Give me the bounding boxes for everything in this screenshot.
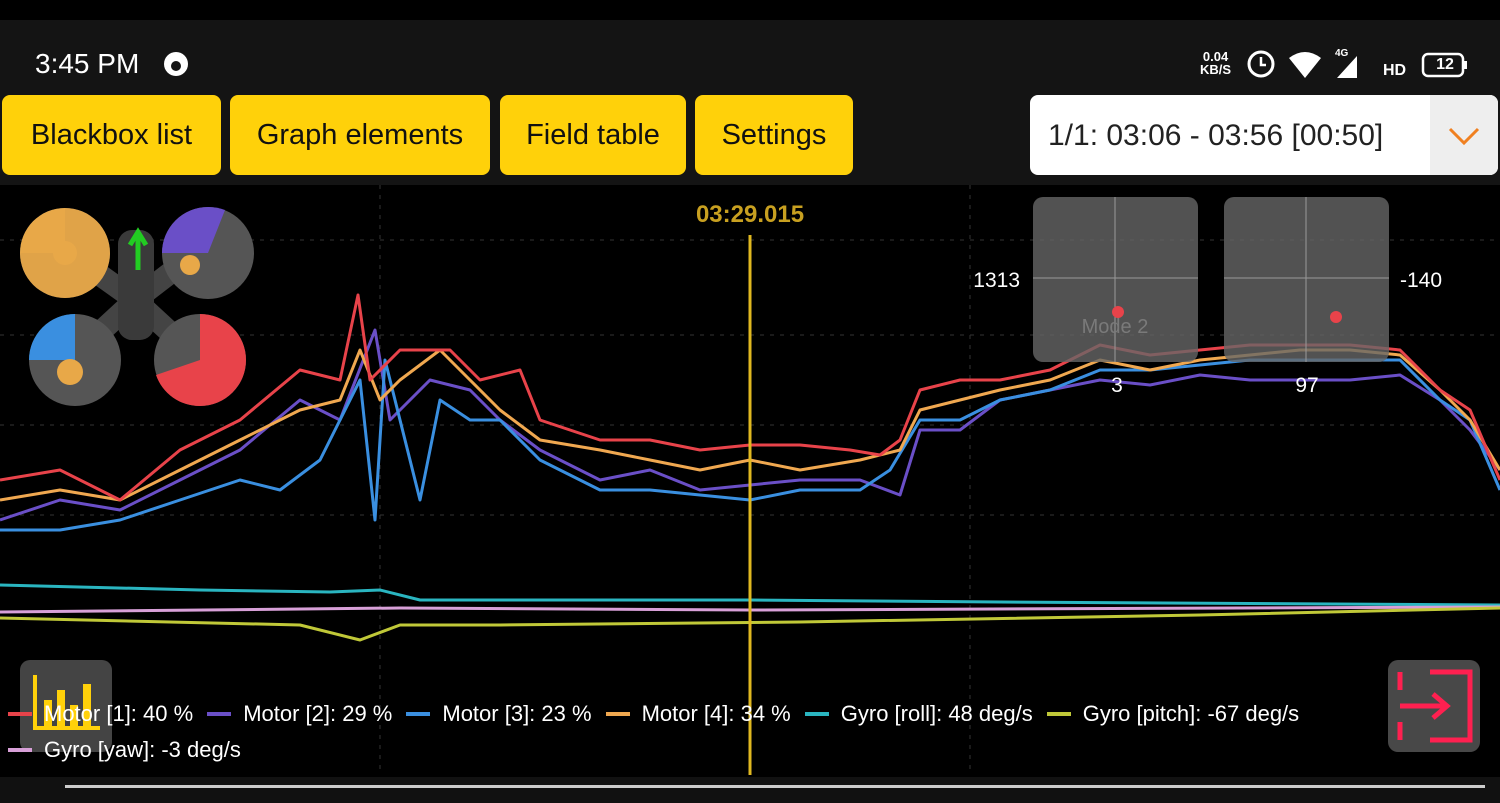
legend-item: Motor [4]: 34 % xyxy=(605,700,791,728)
legend: Motor [1]: 40 % Motor [2]: 29 % Motor [3]:… xyxy=(8,700,1368,764)
legend-label: Motor [1]: 40 % xyxy=(44,701,194,726)
stick-top-label: 1313 xyxy=(973,269,1020,292)
legend-swatch xyxy=(8,712,32,716)
trace-gyro-yaw xyxy=(0,605,1500,614)
legend-item: Gyro [roll]: 48 deg/s xyxy=(804,700,1033,728)
legend-item: Gyro [pitch]: -67 deg/s xyxy=(1046,700,1300,728)
status-icon xyxy=(164,52,188,76)
legend-label: Gyro [pitch]: -67 deg/s xyxy=(1082,701,1300,726)
dropdown-arrow[interactable] xyxy=(1430,95,1498,175)
stick-bottom-label: 97 xyxy=(1295,374,1318,397)
battery: 12 xyxy=(1436,56,1454,73)
range-dropdown[interactable]: 1/1: 03:06 - 03:56 [00:50] xyxy=(1030,95,1498,175)
video-progress xyxy=(65,785,1485,788)
legend-item: Motor [1]: 40 % xyxy=(8,700,193,728)
stick-top-label: -140 xyxy=(1400,269,1442,292)
graph: 03:29.015 Mode 2 1313 3 -140 97 xyxy=(0,185,1500,775)
legend-label: Gyro [roll]: 48 deg/s xyxy=(840,701,1033,726)
legend-item: Motor [2]: 29 % xyxy=(207,700,392,728)
exit-button[interactable] xyxy=(1388,660,1480,752)
status-bar: 3:45 PM 0.04 KB/S 4G HD 12 xyxy=(0,20,1500,90)
field-table-button[interactable]: Field table xyxy=(500,95,686,175)
speed-value: 0.04 xyxy=(1202,49,1229,64)
stick-bottom-label: 3 xyxy=(1111,374,1123,397)
toolbar: Blackbox list Graph elements Field table… xyxy=(0,90,1500,185)
graph-elements-button[interactable]: Graph elements xyxy=(230,95,490,175)
hd-indicator: HD xyxy=(1383,62,1407,79)
video-bar xyxy=(0,777,1500,803)
chart-toggle-button[interactable] xyxy=(20,660,112,752)
trace-gyro-roll xyxy=(0,583,1500,607)
legend-swatch xyxy=(804,712,829,716)
legend-swatch xyxy=(406,712,431,716)
cursor-time: 03:29.015 xyxy=(696,201,804,228)
legend-label: Gyro [yaw]: -3 deg/s xyxy=(44,737,241,762)
trace-motor-2 xyxy=(0,328,1500,522)
stick-panels xyxy=(1033,197,1389,362)
speed-unit: KB/S xyxy=(1200,62,1232,77)
status-icons xyxy=(1247,50,1467,78)
legend-label: Motor [4]: 34 % xyxy=(641,701,791,726)
legend-swatch xyxy=(8,748,32,752)
blackbox-list-button[interactable]: Blackbox list xyxy=(2,95,221,175)
legend-swatch xyxy=(207,712,232,716)
legend-label: Motor [2]: 29 % xyxy=(243,701,393,726)
trace-gyro-pitch xyxy=(0,606,1500,642)
range-text: 1/1: 03:06 - 03:56 [00:50] xyxy=(1048,119,1384,152)
legend-label: Motor [3]: 23 % xyxy=(442,701,592,726)
legend-swatch xyxy=(1046,712,1071,716)
net-speed: 0.04 KB/S xyxy=(1200,50,1231,76)
legend-item: Gyro [yaw]: -3 deg/s xyxy=(8,736,241,764)
quad-diagram xyxy=(20,206,254,407)
legend-swatch xyxy=(605,712,630,716)
stick-mode: Mode 2 xyxy=(1082,316,1149,338)
settings-button[interactable]: Settings xyxy=(695,95,853,175)
network-type: 4G xyxy=(1335,48,1349,59)
clock: 3:45 PM xyxy=(35,48,140,79)
legend-item: Motor [3]: 23 % xyxy=(406,700,592,728)
